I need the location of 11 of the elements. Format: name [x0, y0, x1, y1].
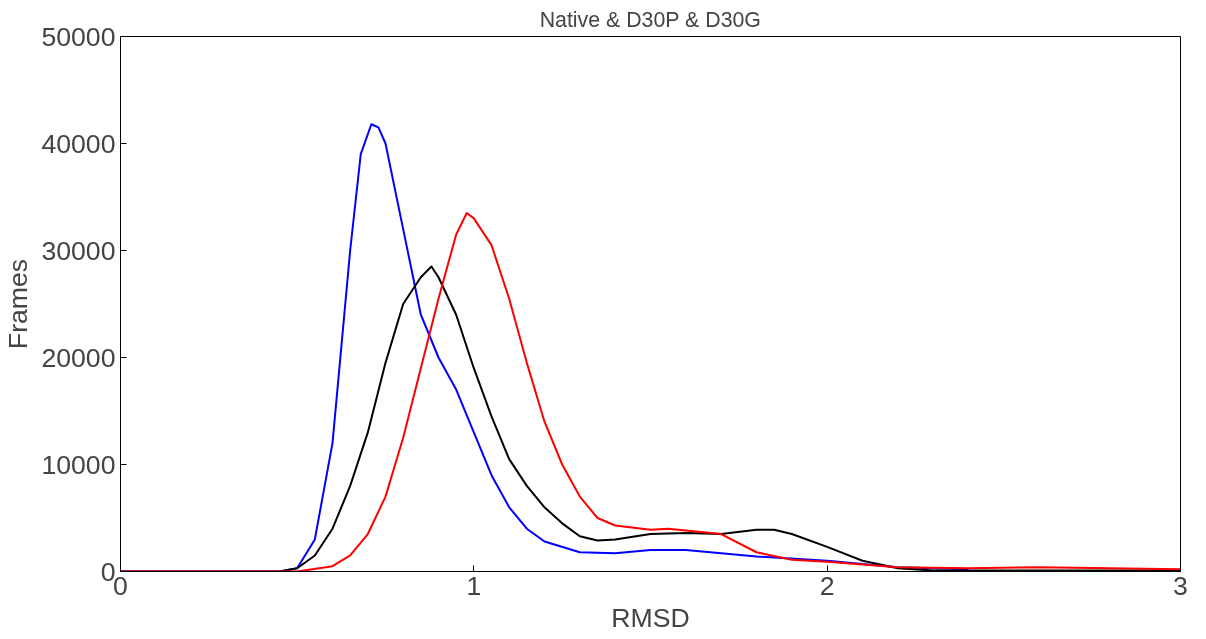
x-tick-label: 2: [819, 570, 835, 601]
y-tick-label: 40000: [41, 128, 116, 159]
chart-title: Native & D30P & D30G: [539, 7, 761, 32]
x-tick-label: 3: [1173, 570, 1188, 601]
y-tick-label: 20000: [41, 342, 116, 373]
y-tick-label: 50000: [41, 21, 116, 52]
y-tick-label: 30000: [41, 235, 116, 266]
x-axis-title: RMSD: [611, 602, 690, 633]
y-axis-title: Frames: [3, 258, 34, 350]
x-tick-label: 1: [466, 570, 482, 601]
y-tick-label: 10000: [41, 449, 116, 480]
